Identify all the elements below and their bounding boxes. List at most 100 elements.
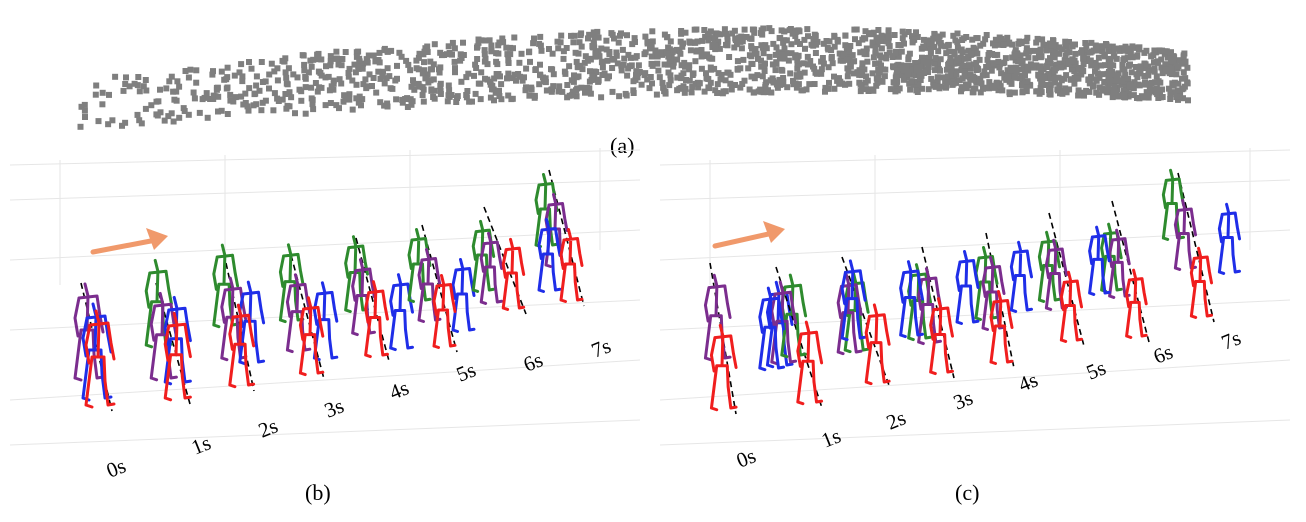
point xyxy=(677,38,684,45)
point xyxy=(1137,68,1144,74)
point xyxy=(161,117,168,124)
point xyxy=(1022,67,1029,74)
point xyxy=(869,39,876,46)
skeleton xyxy=(1217,202,1242,275)
point xyxy=(679,43,686,50)
point xyxy=(991,42,998,49)
point xyxy=(854,70,861,77)
point xyxy=(253,73,260,80)
point xyxy=(246,59,252,65)
point xyxy=(810,63,816,70)
point xyxy=(1032,55,1039,62)
point xyxy=(972,76,979,83)
caption-a: (a) xyxy=(610,133,634,158)
point xyxy=(286,103,293,110)
point xyxy=(874,79,881,86)
skeleton xyxy=(432,274,457,349)
point xyxy=(1180,53,1187,60)
point xyxy=(924,59,931,66)
point xyxy=(356,93,363,100)
point xyxy=(210,68,216,75)
point xyxy=(136,88,143,95)
point xyxy=(908,78,915,85)
point xyxy=(301,67,308,74)
point xyxy=(436,69,443,76)
point xyxy=(842,32,849,39)
point xyxy=(1135,46,1142,53)
point xyxy=(549,86,555,93)
point xyxy=(1142,73,1148,80)
skeleton xyxy=(1009,240,1034,313)
point xyxy=(1065,61,1072,68)
point xyxy=(355,63,362,70)
point xyxy=(829,60,836,67)
point xyxy=(1018,40,1025,47)
point xyxy=(1166,62,1173,69)
point xyxy=(955,57,962,64)
point xyxy=(648,53,655,60)
skeleton xyxy=(989,290,1014,365)
time-label: 0s xyxy=(733,443,759,472)
point xyxy=(1114,72,1120,79)
point xyxy=(327,100,334,106)
point xyxy=(136,117,143,124)
point xyxy=(231,72,238,79)
point xyxy=(781,45,788,52)
point xyxy=(430,61,437,68)
point xyxy=(109,117,116,124)
point xyxy=(460,39,466,46)
point xyxy=(1173,71,1180,78)
point xyxy=(709,41,716,48)
point xyxy=(1013,64,1020,71)
arrow-shaft xyxy=(90,237,159,255)
point xyxy=(1125,62,1132,69)
point xyxy=(963,85,970,92)
point xyxy=(614,60,621,67)
point xyxy=(611,35,617,42)
point xyxy=(707,64,714,71)
point xyxy=(983,72,990,79)
point xyxy=(959,75,966,82)
point xyxy=(536,81,543,88)
point xyxy=(780,78,787,85)
point xyxy=(927,40,934,47)
skeleton xyxy=(1108,228,1131,299)
point xyxy=(986,79,993,86)
point xyxy=(452,69,458,76)
point xyxy=(691,26,698,33)
point xyxy=(1011,53,1018,60)
point xyxy=(944,73,951,80)
point xyxy=(620,61,627,68)
point xyxy=(302,74,309,80)
time-label: 1s xyxy=(188,430,214,459)
point xyxy=(755,55,761,62)
point xyxy=(359,65,366,72)
point xyxy=(704,51,711,58)
point xyxy=(922,55,929,61)
point xyxy=(1040,41,1047,48)
point xyxy=(930,82,937,89)
point xyxy=(748,73,755,80)
point xyxy=(804,26,811,33)
point xyxy=(897,42,904,48)
point xyxy=(491,75,498,82)
point xyxy=(647,45,653,52)
point xyxy=(1099,71,1106,78)
point xyxy=(584,57,591,64)
point xyxy=(698,65,705,72)
point xyxy=(543,87,550,94)
point xyxy=(970,73,977,80)
point xyxy=(428,87,435,94)
point xyxy=(1113,55,1120,62)
point xyxy=(831,43,838,50)
point xyxy=(581,59,588,66)
point xyxy=(703,75,710,82)
point xyxy=(444,98,451,105)
point xyxy=(93,82,100,89)
point xyxy=(715,38,722,45)
point xyxy=(977,89,984,96)
point xyxy=(1155,78,1162,85)
point xyxy=(165,113,172,120)
point xyxy=(526,92,533,99)
point xyxy=(1118,81,1125,88)
